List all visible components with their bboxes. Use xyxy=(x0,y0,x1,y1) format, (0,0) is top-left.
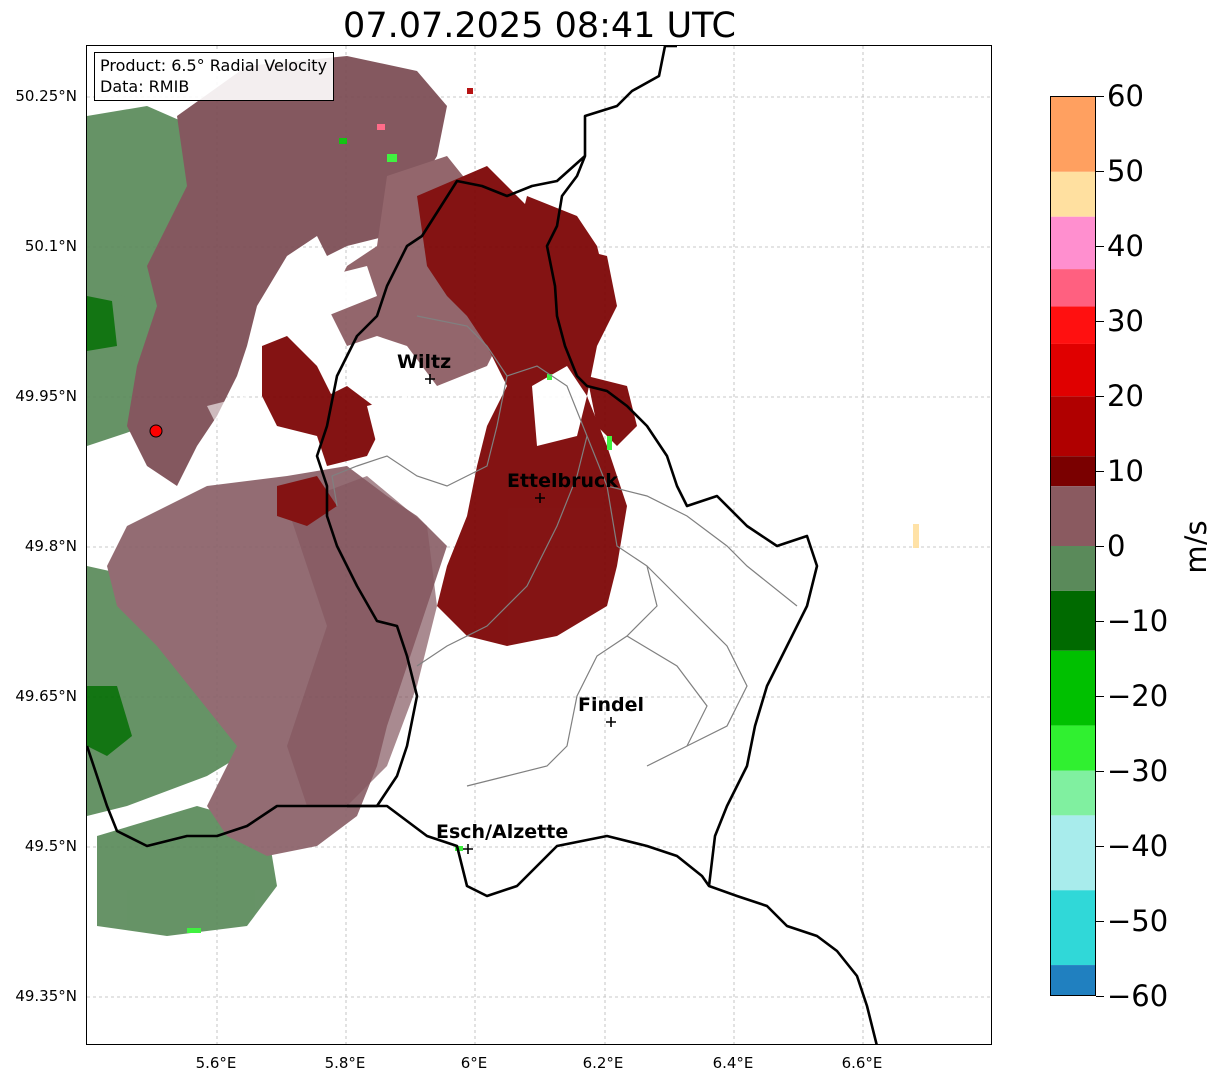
lat-label-50-25: 50.25°N xyxy=(15,87,77,105)
colorbar-tick xyxy=(1096,621,1104,622)
colorbar-label-30: 30 xyxy=(1107,304,1144,338)
lat-label-49-65: 49.65°N xyxy=(15,687,77,705)
colorbar-label-20: 20 xyxy=(1107,379,1144,413)
colorbar-tick xyxy=(1096,921,1104,922)
colorbar-band xyxy=(1051,269,1095,307)
colorbar-band xyxy=(1051,456,1095,487)
colorbar-tick xyxy=(1096,771,1104,772)
colorbar-band xyxy=(1051,343,1095,397)
lat-label-49-8: 49.8°N xyxy=(24,537,77,555)
colorbar-tick xyxy=(1096,321,1104,322)
city-label-ettelbruck: Ettelbruck xyxy=(507,470,618,492)
data-source-line: Data: RMIB xyxy=(100,77,190,96)
colorbar-label-0: 0 xyxy=(1107,529,1126,563)
colorbar-tick xyxy=(1096,696,1104,697)
colorbar-band xyxy=(1051,486,1095,546)
colorbar-label-60: 60 xyxy=(1107,79,1144,113)
colorbar-tick xyxy=(1096,171,1104,172)
colorbar-label-10: 10 xyxy=(1107,454,1144,488)
colorbar-band xyxy=(1051,396,1095,457)
colorbar-tick xyxy=(1096,471,1104,472)
colorbar-label-minus-50: −50 xyxy=(1107,904,1169,938)
colorbar-band xyxy=(1051,890,1095,966)
lat-label-50-1: 50.1°N xyxy=(24,237,77,255)
colorbar-gradient xyxy=(1051,97,1095,995)
lon-label-5-8: 5.8°E xyxy=(324,1054,366,1072)
colorbar-tick xyxy=(1096,246,1104,247)
colorbar-band xyxy=(1051,216,1095,270)
colorbar-tick xyxy=(1096,996,1104,997)
velocity-colorbar xyxy=(1050,96,1096,996)
lat-label-49-5: 49.5°N xyxy=(24,837,77,855)
city-label-esch-alzette: Esch/Alzette xyxy=(436,821,569,843)
district-boundaries xyxy=(331,315,798,787)
country-borders xyxy=(87,46,878,1044)
city-label-findel: Findel xyxy=(578,694,645,716)
colorbar-band xyxy=(1051,97,1095,172)
city-markers xyxy=(425,374,616,854)
velocity-field xyxy=(87,56,919,936)
colorbar-band xyxy=(1051,306,1095,344)
colorbar-band xyxy=(1051,546,1095,591)
colorbar-label-minus-60: −60 xyxy=(1107,979,1169,1013)
lon-label-6-6: 6.6°E xyxy=(841,1054,883,1072)
colorbar-label-40: 40 xyxy=(1107,229,1144,263)
map-title: 07.07.2025 08:41 UTC xyxy=(343,6,736,46)
colorbar-unit-label: m/s xyxy=(1179,520,1207,574)
colorbar-band xyxy=(1051,725,1095,771)
colorbar-tick xyxy=(1096,546,1104,547)
radar-map[interactable] xyxy=(86,45,992,1045)
colorbar-tick xyxy=(1096,846,1104,847)
colorbar-label-50: 50 xyxy=(1107,154,1144,188)
colorbar-label-minus-40: −40 xyxy=(1107,829,1169,863)
product-line: Product: 6.5° Radial Velocity xyxy=(100,56,328,75)
colorbar-tick xyxy=(1096,96,1104,97)
colorbar-tick xyxy=(1096,396,1104,397)
colorbar-label-minus-30: −30 xyxy=(1107,754,1169,788)
colorbar-band xyxy=(1051,590,1095,651)
product-info-box: Product: 6.5° Radial Velocity Data: RMIB xyxy=(94,52,335,101)
city-label-wiltz: Wiltz xyxy=(397,351,452,373)
radar-map-svg xyxy=(87,46,991,1044)
lat-label-49-35: 49.35°N xyxy=(15,987,77,1005)
radar-site-marker xyxy=(149,424,163,438)
colorbar-label-minus-10: −10 xyxy=(1107,604,1169,638)
colorbar-label-minus-20: −20 xyxy=(1107,679,1169,713)
colorbar-band xyxy=(1051,965,1095,995)
lat-label-49-95: 49.95°N xyxy=(15,387,77,405)
lon-label-5-6: 5.6°E xyxy=(195,1054,237,1072)
colorbar-band xyxy=(1051,650,1095,726)
colorbar-band xyxy=(1051,770,1095,816)
lon-label-6-4: 6.4°E xyxy=(712,1054,754,1072)
colorbar-band xyxy=(1051,171,1095,217)
lon-label-6-2: 6.2°E xyxy=(582,1054,624,1072)
lon-label-6: 6°E xyxy=(460,1054,488,1072)
colorbar-band xyxy=(1051,815,1095,891)
